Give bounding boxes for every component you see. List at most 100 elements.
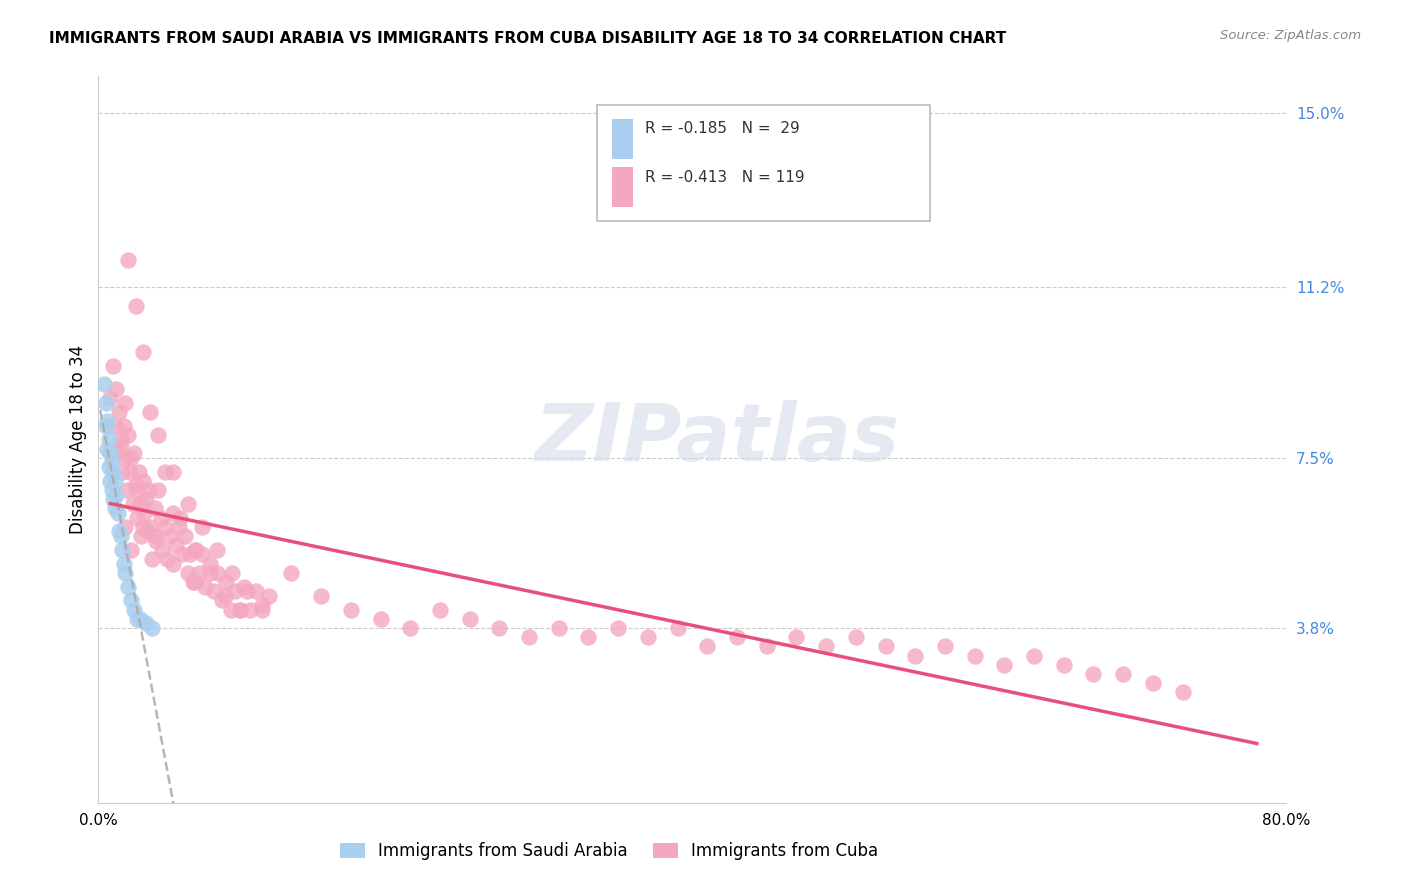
Point bbox=[228, 602, 250, 616]
Point bbox=[114, 566, 136, 580]
Point bbox=[150, 542, 173, 557]
Point bbox=[120, 542, 142, 557]
Point bbox=[224, 584, 246, 599]
Point bbox=[146, 427, 169, 442]
Point bbox=[139, 405, 162, 419]
Point bbox=[111, 465, 134, 479]
Point bbox=[104, 501, 127, 516]
Point bbox=[250, 602, 273, 616]
Point bbox=[122, 446, 145, 460]
Point bbox=[547, 621, 569, 635]
Point bbox=[179, 547, 201, 561]
Point bbox=[845, 630, 868, 644]
Point bbox=[184, 542, 207, 557]
Point bbox=[103, 465, 125, 479]
Point bbox=[696, 640, 718, 654]
Point bbox=[176, 566, 198, 580]
Point bbox=[138, 483, 160, 497]
Text: ZIPatlas: ZIPatlas bbox=[534, 401, 898, 478]
Point bbox=[250, 598, 273, 612]
Point bbox=[162, 506, 184, 520]
Point bbox=[121, 497, 143, 511]
Point bbox=[191, 520, 214, 534]
Point bbox=[105, 382, 128, 396]
Point bbox=[96, 442, 118, 456]
Point bbox=[221, 566, 243, 580]
Point bbox=[98, 474, 121, 488]
Legend: Immigrants from Saudi Arabia, Immigrants from Cuba: Immigrants from Saudi Arabia, Immigrants… bbox=[333, 836, 886, 867]
Point bbox=[214, 589, 236, 603]
Point bbox=[236, 584, 259, 599]
Point bbox=[165, 538, 187, 552]
Point bbox=[94, 395, 117, 409]
Point bbox=[129, 497, 152, 511]
Point bbox=[191, 547, 214, 561]
Point bbox=[815, 640, 838, 654]
Point bbox=[309, 589, 332, 603]
Point bbox=[117, 580, 139, 594]
Point bbox=[173, 529, 195, 543]
Point bbox=[1112, 667, 1135, 681]
Text: R = -0.413   N = 119: R = -0.413 N = 119 bbox=[645, 170, 804, 186]
Point bbox=[637, 630, 659, 644]
Point bbox=[183, 574, 205, 589]
Bar bbox=[612, 120, 633, 160]
Point bbox=[125, 510, 148, 524]
Point bbox=[114, 520, 136, 534]
Point bbox=[146, 483, 169, 497]
Point bbox=[176, 497, 198, 511]
Point bbox=[132, 344, 155, 359]
Point bbox=[155, 520, 177, 534]
Point bbox=[114, 450, 136, 465]
Point bbox=[98, 446, 121, 460]
Point bbox=[755, 640, 778, 654]
Point bbox=[112, 557, 135, 571]
Point bbox=[143, 501, 166, 516]
Point bbox=[170, 547, 193, 561]
Point bbox=[96, 414, 118, 428]
Point bbox=[186, 542, 208, 557]
Point bbox=[162, 465, 184, 479]
Point bbox=[245, 584, 267, 599]
Point bbox=[120, 450, 142, 465]
Point bbox=[139, 520, 162, 534]
Point bbox=[94, 418, 117, 433]
Point bbox=[370, 612, 392, 626]
Point bbox=[141, 552, 163, 566]
Point bbox=[124, 478, 146, 492]
Point bbox=[156, 552, 179, 566]
Point bbox=[112, 418, 135, 433]
Point bbox=[578, 630, 600, 644]
Point bbox=[725, 630, 748, 644]
Point bbox=[108, 405, 131, 419]
Point bbox=[135, 616, 157, 631]
Point bbox=[104, 474, 127, 488]
Point bbox=[1083, 667, 1105, 681]
Point bbox=[1142, 676, 1164, 690]
Bar bbox=[612, 167, 633, 207]
Point bbox=[131, 529, 153, 543]
Point bbox=[280, 566, 302, 580]
Point bbox=[257, 589, 280, 603]
Point bbox=[169, 510, 191, 524]
Point bbox=[118, 465, 141, 479]
Point bbox=[188, 566, 211, 580]
Point bbox=[215, 574, 238, 589]
Point bbox=[93, 377, 115, 392]
Point bbox=[149, 510, 172, 524]
Y-axis label: Disability Age 18 to 34: Disability Age 18 to 34 bbox=[69, 344, 87, 534]
Point bbox=[666, 621, 689, 635]
Point bbox=[103, 359, 125, 373]
Point bbox=[198, 557, 221, 571]
Bar bbox=[598, 105, 931, 221]
Point bbox=[963, 648, 986, 663]
Point bbox=[115, 483, 138, 497]
Point bbox=[110, 437, 132, 451]
Point bbox=[117, 252, 139, 267]
Point bbox=[124, 299, 146, 313]
Point bbox=[108, 524, 131, 539]
Point bbox=[205, 542, 228, 557]
Point bbox=[103, 492, 125, 507]
Point bbox=[107, 446, 129, 460]
Point bbox=[607, 621, 630, 635]
